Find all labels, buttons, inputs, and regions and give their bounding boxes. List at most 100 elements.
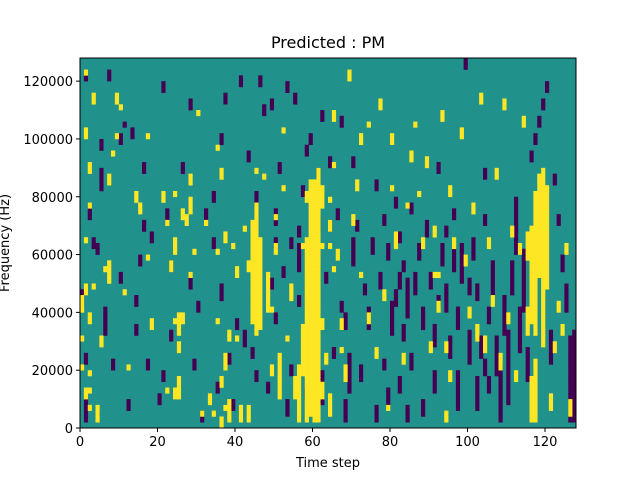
heatmap-cell-low bbox=[525, 375, 530, 383]
heatmap-cell-high bbox=[200, 410, 205, 417]
heatmap-cell-high bbox=[475, 329, 480, 336]
heatmap-cell-low bbox=[145, 358, 151, 365]
heatmap-cell-low bbox=[351, 237, 356, 244]
heatmap-cell-high bbox=[316, 341, 321, 348]
heatmap-cell-high bbox=[533, 410, 538, 417]
heatmap-cell-high bbox=[308, 277, 313, 284]
heatmap-cell-high bbox=[525, 306, 530, 313]
heatmap-cell-low bbox=[262, 104, 267, 111]
heatmap-cell-high bbox=[320, 393, 325, 400]
heatmap-cell-low bbox=[269, 98, 275, 105]
heatmap-cell-high bbox=[510, 231, 515, 238]
heatmap-cell-low bbox=[289, 237, 294, 244]
heatmap-cell-high bbox=[308, 243, 313, 250]
heatmap-cell-high bbox=[293, 375, 298, 383]
heatmap-cell-high bbox=[304, 312, 309, 319]
heatmap-cell-low bbox=[83, 75, 89, 82]
heatmap-cell-low bbox=[401, 266, 406, 273]
heatmap-cell-high bbox=[506, 318, 511, 325]
heatmap-cell-high bbox=[316, 173, 321, 180]
heatmap-cell-low bbox=[250, 352, 255, 359]
heatmap-cell-high bbox=[312, 335, 317, 342]
heatmap-cell-high bbox=[533, 312, 538, 319]
x-tick-label: 120 bbox=[533, 435, 558, 450]
heatmap-cell-high bbox=[277, 364, 282, 371]
heatmap-cell-low bbox=[490, 289, 495, 296]
heatmap-cell-high bbox=[533, 243, 538, 250]
x-tick-label: 40 bbox=[227, 435, 244, 450]
heatmap-cell-high bbox=[304, 271, 309, 278]
heatmap-cell-low bbox=[134, 323, 139, 331]
heatmap-cell-high bbox=[339, 318, 344, 325]
heatmap-cell-low bbox=[452, 248, 457, 255]
heatmap-cell-high bbox=[529, 271, 534, 278]
heatmap-cell-low bbox=[548, 341, 554, 348]
heatmap-cell-low bbox=[87, 214, 92, 221]
heatmap-cell-low bbox=[525, 364, 530, 371]
heatmap-cell-high bbox=[300, 352, 306, 359]
heatmap-cell-low bbox=[370, 243, 375, 250]
heatmap-cell-low bbox=[514, 231, 519, 238]
heatmap-cell-high bbox=[537, 231, 542, 238]
heatmap-cell-high bbox=[308, 393, 313, 400]
heatmap-cell-low bbox=[564, 295, 569, 302]
heatmap-cell-high bbox=[227, 416, 232, 423]
heatmap-cell-low bbox=[401, 335, 406, 342]
heatmap-cell-high bbox=[436, 271, 441, 278]
heatmap-cell-high bbox=[359, 271, 364, 278]
heatmap-cell-high bbox=[533, 225, 538, 232]
heatmap-cell-high bbox=[448, 370, 453, 377]
heatmap-cell-high bbox=[467, 312, 472, 319]
heatmap-cell-low bbox=[486, 381, 492, 388]
heatmap-cell-low bbox=[521, 260, 526, 267]
heatmap-cell-low bbox=[444, 231, 449, 238]
heatmap-cell-high bbox=[304, 277, 309, 284]
heatmap-cell-low bbox=[180, 167, 185, 174]
heatmap-cell-high bbox=[254, 248, 259, 255]
heatmap-cell-high bbox=[250, 243, 255, 250]
heatmap-cell-low bbox=[378, 277, 383, 284]
heatmap-cell-low bbox=[401, 329, 406, 336]
heatmap-cell-low bbox=[486, 312, 492, 319]
heatmap-cell-low bbox=[347, 364, 352, 371]
heatmap-cell-low bbox=[455, 393, 461, 400]
heatmap-cell-high bbox=[440, 110, 445, 117]
heatmap-cell-low bbox=[343, 318, 348, 325]
heatmap-cell-low bbox=[188, 283, 193, 290]
y-tick-label: 60000 bbox=[32, 249, 73, 264]
heatmap-cell-high bbox=[328, 219, 333, 226]
heatmap-cell-high bbox=[176, 393, 182, 400]
heatmap-cell-high bbox=[312, 271, 317, 278]
heatmap-cell-high bbox=[316, 179, 321, 186]
heatmap-cell-high bbox=[471, 202, 476, 209]
heatmap-cell-low bbox=[297, 266, 302, 273]
heatmap-cell-high bbox=[316, 300, 321, 307]
heatmap-cell-low bbox=[572, 399, 577, 406]
heatmap-cell-low bbox=[126, 404, 131, 411]
heatmap-cell-low bbox=[382, 214, 387, 221]
heatmap-cell-high bbox=[448, 185, 453, 192]
heatmap-cell-high bbox=[107, 179, 112, 186]
heatmap-cell-low bbox=[498, 381, 503, 388]
heatmap-cell-low bbox=[355, 225, 360, 232]
heatmap-cell-high bbox=[300, 323, 306, 331]
heatmap-cell-low bbox=[572, 335, 577, 342]
heatmap-cell-low bbox=[506, 381, 511, 388]
heatmap-cell-high bbox=[541, 202, 546, 209]
heatmap-cell-high bbox=[114, 133, 120, 140]
heatmap-cell-high bbox=[266, 306, 271, 313]
heatmap-cell-high bbox=[312, 300, 317, 307]
heatmap-cell-low bbox=[103, 329, 108, 336]
heatmap-cell-low bbox=[169, 329, 174, 336]
heatmap-cell-low bbox=[343, 323, 348, 331]
heatmap-cell-low bbox=[521, 277, 526, 284]
heatmap-cell-high bbox=[312, 214, 317, 221]
heatmap-cell-high bbox=[308, 399, 313, 406]
heatmap-cell-low bbox=[188, 277, 193, 284]
heatmap-cell-high bbox=[355, 179, 360, 186]
heatmap-cell-high bbox=[529, 266, 534, 273]
heatmap-cell-low bbox=[432, 387, 437, 394]
heatmap-cell-low bbox=[211, 243, 216, 250]
heatmap-cell-high bbox=[304, 404, 309, 411]
heatmap-cell-high bbox=[347, 69, 352, 76]
